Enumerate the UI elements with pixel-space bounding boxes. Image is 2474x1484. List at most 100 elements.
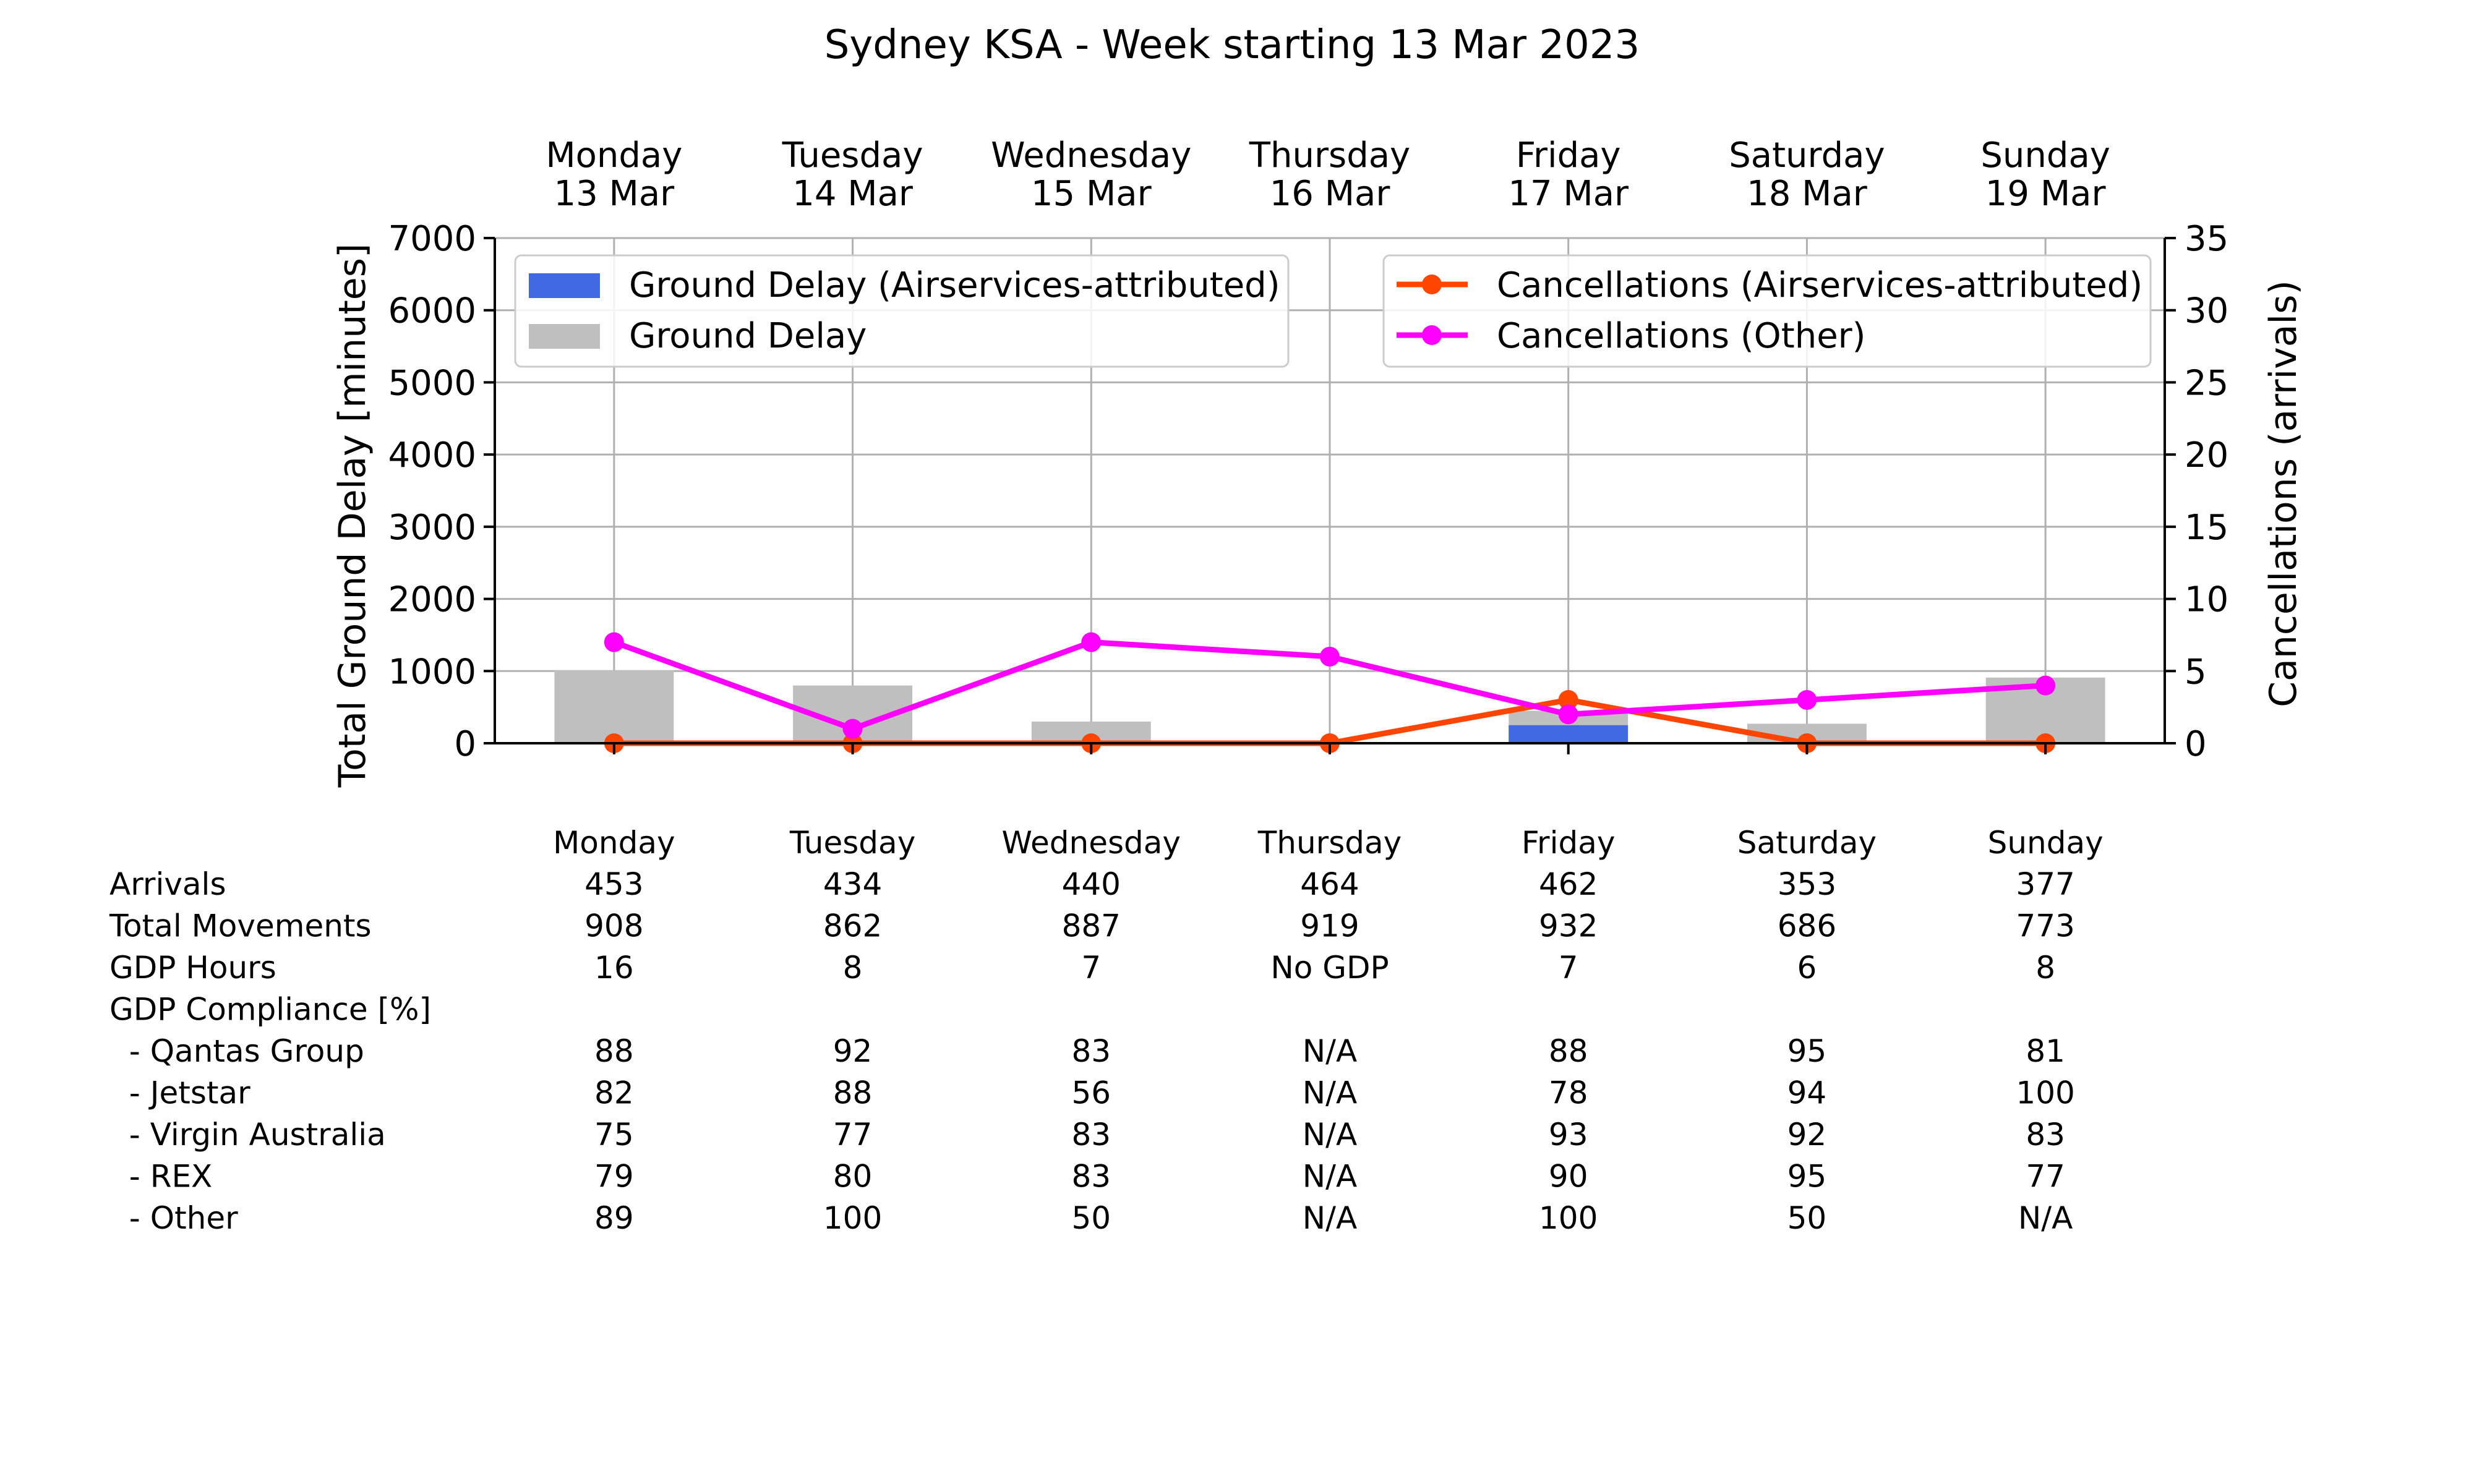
table-cell-5-2: 56 bbox=[1071, 1075, 1111, 1111]
right-tick-label-3: 15 bbox=[2185, 508, 2228, 548]
table-cell-4-3: N/A bbox=[1303, 1033, 1357, 1069]
table-cell-2-0: 16 bbox=[594, 950, 634, 986]
table-cell-1-6: 773 bbox=[2016, 908, 2074, 944]
table-cell-4-4: 88 bbox=[1549, 1033, 1588, 1069]
table-cell-6-5: 92 bbox=[1787, 1117, 1827, 1153]
day-label-name-2: Wednesday bbox=[991, 135, 1191, 176]
table-cell-0-1: 434 bbox=[823, 866, 882, 902]
table-header-1: Tuesday bbox=[789, 825, 915, 861]
left-tick-label-1: 1000 bbox=[388, 652, 476, 692]
day-label-name-6: Sunday bbox=[1980, 135, 2110, 176]
table-row-label-1: Total Movements bbox=[109, 908, 372, 944]
legend-lines-frame bbox=[1382, 254, 2152, 368]
day-label-name-0: Monday bbox=[546, 135, 682, 176]
table-header-2: Wednesday bbox=[1002, 825, 1181, 861]
table-row-label-5: - Jetstar bbox=[109, 1075, 250, 1111]
left-tick-label-5: 5000 bbox=[388, 363, 476, 403]
table-cell-8-2: 50 bbox=[1071, 1200, 1111, 1236]
table-cell-0-6: 377 bbox=[2016, 866, 2074, 902]
table-cell-2-2: 7 bbox=[1081, 950, 1101, 986]
table-cell-7-0: 79 bbox=[594, 1159, 634, 1195]
table-cell-6-1: 77 bbox=[833, 1117, 873, 1153]
table-cell-8-1: 100 bbox=[823, 1200, 882, 1236]
table-cell-5-1: 88 bbox=[833, 1075, 873, 1111]
legend-bar-swatch-0 bbox=[529, 273, 600, 298]
series-1-point-6 bbox=[2035, 675, 2056, 696]
table-row-label-6: - Virgin Australia bbox=[109, 1117, 386, 1153]
table-cell-5-6: 100 bbox=[2016, 1075, 2074, 1111]
left-tick-label-2: 2000 bbox=[388, 580, 476, 620]
table-cell-6-2: 83 bbox=[1071, 1117, 1111, 1153]
left-tick-label-6: 6000 bbox=[388, 291, 476, 331]
series-1-point-3 bbox=[1320, 646, 1340, 667]
table-cell-2-1: 8 bbox=[843, 950, 863, 986]
y-axis-right-label: Cancellations (arrivals) bbox=[2262, 280, 2305, 707]
day-label-name-1: Tuesday bbox=[782, 135, 923, 176]
table-cell-5-0: 82 bbox=[594, 1075, 634, 1111]
table-cell-6-4: 93 bbox=[1549, 1117, 1588, 1153]
table-cell-0-4: 462 bbox=[1539, 866, 1598, 902]
table-cell-1-4: 932 bbox=[1539, 908, 1598, 944]
table-cell-4-0: 88 bbox=[594, 1033, 634, 1069]
table-cell-1-3: 919 bbox=[1300, 908, 1359, 944]
right-tick-label-5: 25 bbox=[2185, 363, 2228, 403]
table-cell-7-2: 83 bbox=[1071, 1159, 1111, 1195]
bar-ground-delay-0 bbox=[554, 670, 674, 743]
legend-bar-label-0: Ground Delay (Airservices-attributed) bbox=[629, 265, 1280, 305]
table-cell-2-5: 6 bbox=[1797, 950, 1817, 986]
right-tick-label-7: 35 bbox=[2185, 219, 2228, 259]
day-label-date-1: 14 Mar bbox=[792, 174, 914, 214]
legend-bar-label-1: Ground Delay bbox=[629, 316, 867, 356]
table-cell-5-5: 94 bbox=[1787, 1075, 1827, 1111]
table-cell-5-4: 78 bbox=[1549, 1075, 1588, 1111]
table-cell-1-1: 862 bbox=[823, 908, 882, 944]
legend-line-label-0: Cancellations (Airservices-attributed) bbox=[1497, 265, 2142, 305]
table-cell-2-4: 7 bbox=[1559, 950, 1578, 986]
table-header-4: Friday bbox=[1522, 825, 1616, 861]
stats-table: Monday Tuesday Wednesday Thursday Friday Satu… bbox=[109, 825, 2104, 1236]
table-cell-6-3: N/A bbox=[1303, 1117, 1357, 1153]
day-label-date-3: 16 Mar bbox=[1270, 174, 1391, 214]
table-header-3: Thursday bbox=[1257, 825, 1402, 861]
right-tick-label-4: 20 bbox=[2185, 435, 2228, 475]
table-cell-7-1: 80 bbox=[833, 1159, 873, 1195]
bar-ground-delay-airservices-4 bbox=[1509, 725, 1629, 743]
right-tick-label-1: 5 bbox=[2185, 652, 2207, 692]
day-label-date-5: 18 Mar bbox=[1747, 174, 1868, 214]
table-cell-8-0: 89 bbox=[594, 1200, 634, 1236]
legend-line-label-1: Cancellations (Other) bbox=[1497, 316, 1866, 356]
series-1-point-1 bbox=[842, 719, 863, 739]
series-0-point-4 bbox=[1558, 689, 1578, 710]
series-1-point-0 bbox=[604, 632, 624, 652]
table-cell-7-6: 77 bbox=[2026, 1159, 2065, 1195]
left-tick-label-4: 4000 bbox=[388, 435, 476, 475]
plot-area: 0 1000 2000 3000 4000 5000 6000 7000 0 5 10 15 20 25 3… bbox=[331, 135, 2305, 788]
series-1-point-4 bbox=[1558, 704, 1578, 725]
table-row-label-8: - Other bbox=[109, 1200, 238, 1236]
table-row-label-3: GDP Compliance [%] bbox=[109, 992, 431, 1028]
table-cell-8-5: 50 bbox=[1787, 1200, 1827, 1236]
day-label-date-6: 19 Mar bbox=[1985, 174, 2107, 214]
table-cell-8-6: N/A bbox=[2018, 1200, 2073, 1236]
right-tick-label-6: 30 bbox=[2185, 291, 2228, 331]
table-cell-4-5: 95 bbox=[1787, 1033, 1827, 1069]
right-tick-label-2: 10 bbox=[2185, 580, 2228, 620]
table-header-5: Saturday bbox=[1737, 825, 1877, 861]
table-cell-8-4: 100 bbox=[1539, 1200, 1598, 1236]
right-tick-label-0: 0 bbox=[2185, 724, 2207, 764]
day-label-name-3: Thursday bbox=[1249, 135, 1410, 176]
table-cell-4-2: 83 bbox=[1071, 1033, 1111, 1069]
legend-line-marker-0 bbox=[1422, 275, 1442, 294]
table-cell-7-5: 95 bbox=[1787, 1159, 1827, 1195]
table-cell-1-5: 686 bbox=[1778, 908, 1836, 944]
table-row-label-0: Arrivals bbox=[109, 866, 226, 902]
table-cell-1-2: 887 bbox=[1062, 908, 1121, 944]
table-cell-4-1: 92 bbox=[833, 1033, 873, 1069]
table-cell-6-0: 75 bbox=[594, 1117, 634, 1153]
day-label-name-4: Friday bbox=[1516, 135, 1621, 176]
table-cell-1-0: 908 bbox=[584, 908, 643, 944]
table-cell-6-6: 83 bbox=[2026, 1117, 2065, 1153]
table-cell-7-3: N/A bbox=[1303, 1159, 1357, 1195]
legend-line-marker-1 bbox=[1422, 325, 1442, 345]
table-row-label-7: - REX bbox=[109, 1159, 212, 1195]
